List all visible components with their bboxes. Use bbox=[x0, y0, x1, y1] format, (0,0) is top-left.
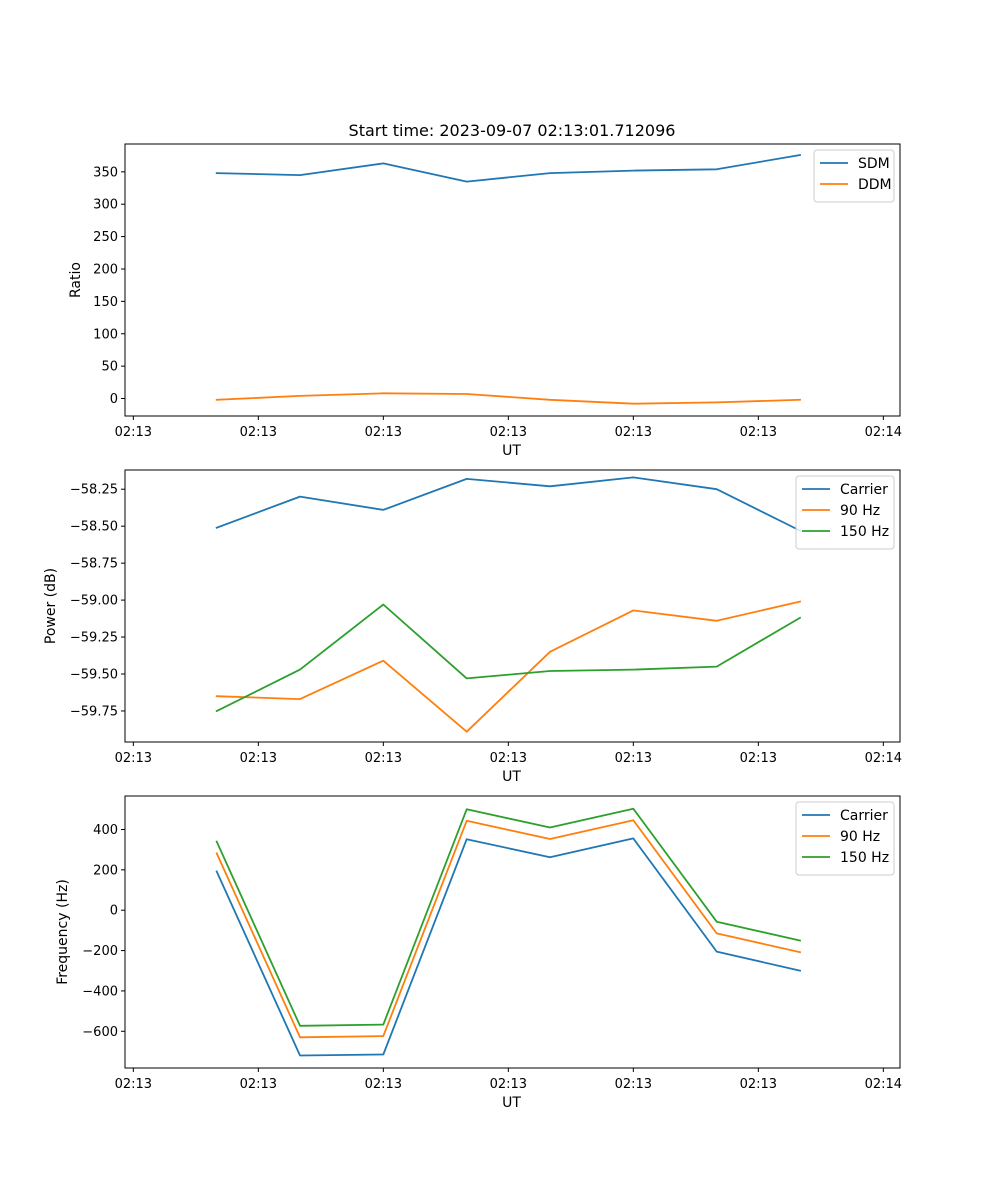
legend-label: 150 Hz bbox=[840, 524, 889, 540]
axes-frame bbox=[124, 469, 901, 743]
y-tick-label: −58.50 bbox=[70, 520, 118, 535]
y-tick-label: 150 bbox=[93, 295, 118, 310]
x-tick-label: 02:13 bbox=[490, 425, 527, 440]
figure-title: Start time: 2023-09-07 02:13:01.712096 bbox=[349, 121, 676, 140]
y-tick-label: −59.50 bbox=[70, 668, 118, 683]
series-line-carrier bbox=[215, 837, 802, 1057]
series-line-150-hz bbox=[215, 603, 802, 713]
x-tick-label: 02:13 bbox=[365, 425, 402, 440]
y-axis-label: Ratio bbox=[68, 262, 84, 298]
x-tick-label: 02:13 bbox=[115, 1077, 152, 1092]
y-tick-label: 100 bbox=[93, 327, 118, 342]
x-tick-label: 02:13 bbox=[490, 1077, 527, 1092]
legend-label: Carrier bbox=[840, 808, 888, 824]
series-line-ddm bbox=[215, 392, 801, 405]
series-line-sdm bbox=[215, 153, 802, 183]
x-tick-label: 02:13 bbox=[740, 425, 777, 440]
x-tick-label: 02:13 bbox=[490, 751, 527, 766]
axes-frame bbox=[124, 795, 901, 1069]
y-tick-label: 200 bbox=[93, 863, 118, 878]
y-tick-label: −200 bbox=[82, 944, 118, 959]
y-tick-label: 50 bbox=[101, 360, 118, 375]
x-tick-label: 02:13 bbox=[115, 425, 152, 440]
x-axis-label: UT bbox=[502, 1095, 521, 1111]
axes-frame bbox=[124, 143, 901, 417]
chart-panels: 02:13 02:13 02:13 02:13 02:13 02:13 02:14 UT 0 50… bbox=[43, 143, 902, 1111]
y-tick-label: −59.75 bbox=[70, 704, 118, 719]
x-tick-label: 02:13 bbox=[365, 1077, 402, 1092]
chart-panel-1: 02:13 02:13 02:13 02:13 02:13 02:13 02:14 UT 0 50… bbox=[68, 143, 902, 459]
y-tick-label: 0 bbox=[110, 904, 118, 919]
x-tick-label: 02:14 bbox=[865, 425, 902, 440]
y-tick-label: 300 bbox=[93, 198, 118, 213]
x-tick-label: 02:14 bbox=[865, 751, 902, 766]
series-line-150-hz bbox=[215, 807, 802, 1027]
series-line-90-hz bbox=[215, 819, 802, 1039]
y-tick-label: 350 bbox=[93, 165, 118, 180]
series-line-90-hz bbox=[215, 600, 802, 733]
y-axis-label: Frequency (Hz) bbox=[55, 879, 71, 985]
y-tick-label: 250 bbox=[93, 230, 118, 245]
series-line-carrier bbox=[215, 476, 802, 532]
x-tick-label: 02:13 bbox=[615, 1077, 652, 1092]
chart-panel-2: 02:13 02:13 02:13 02:13 02:13 02:13 02:14 UT −59… bbox=[43, 469, 902, 785]
chart-panel-3: 02:13 02:13 02:13 02:13 02:13 02:13 02:14 UT −60… bbox=[55, 795, 902, 1111]
legend-label: SDM bbox=[858, 156, 890, 172]
x-tick-label: 02:13 bbox=[240, 425, 277, 440]
legend-label: 90 Hz bbox=[840, 829, 880, 845]
y-tick-label: −59.00 bbox=[70, 594, 118, 609]
x-tick-label: 02:13 bbox=[740, 751, 777, 766]
x-tick-label: 02:13 bbox=[240, 751, 277, 766]
y-tick-label: −58.25 bbox=[70, 483, 118, 498]
y-tick-label: −400 bbox=[82, 984, 118, 999]
legend-label: Carrier bbox=[840, 482, 888, 498]
x-tick-label: 02:13 bbox=[115, 751, 152, 766]
y-tick-label: 200 bbox=[93, 262, 118, 277]
x-tick-label: 02:13 bbox=[615, 751, 652, 766]
x-tick-label: 02:13 bbox=[365, 751, 402, 766]
x-axis-label: UT bbox=[502, 769, 521, 785]
y-tick-label: 0 bbox=[110, 392, 118, 407]
y-tick-label: −59.25 bbox=[70, 631, 118, 646]
y-tick-label: 400 bbox=[93, 823, 118, 838]
y-tick-label: −600 bbox=[82, 1025, 118, 1040]
legend-label: DDM bbox=[858, 177, 892, 193]
x-tick-label: 02:13 bbox=[240, 1077, 277, 1092]
legend-label: 90 Hz bbox=[840, 503, 880, 519]
y-axis-label: Power (dB) bbox=[43, 568, 59, 644]
legend-label: 150 Hz bbox=[840, 850, 889, 866]
x-axis-label: UT bbox=[502, 443, 521, 459]
x-tick-label: 02:13 bbox=[740, 1077, 777, 1092]
y-tick-label: −58.75 bbox=[70, 557, 118, 572]
x-tick-label: 02:13 bbox=[615, 425, 652, 440]
x-tick-label: 02:14 bbox=[865, 1077, 902, 1092]
